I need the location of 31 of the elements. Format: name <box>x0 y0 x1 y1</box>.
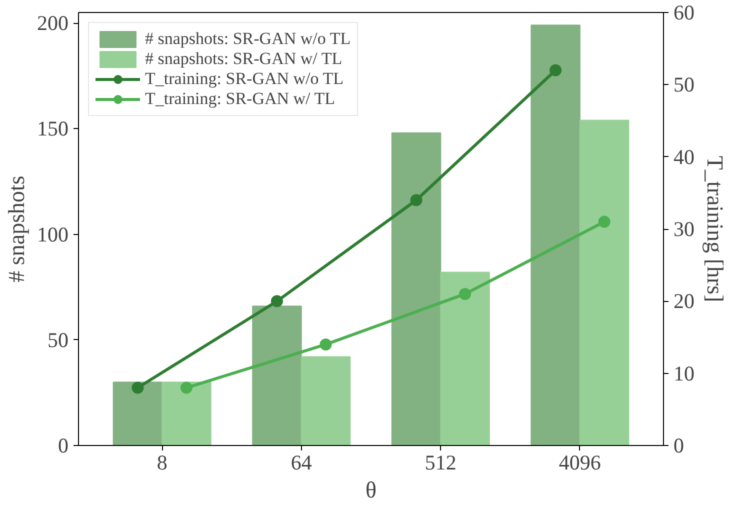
x-tick-label: 4096 <box>558 450 601 474</box>
y-tick-label: 150 <box>37 116 68 141</box>
y2-tick-label: 30 <box>674 217 694 241</box>
x-tick-label: 8 <box>156 450 168 474</box>
legend-label: T_training: SR-GAN w/ TL <box>145 89 335 109</box>
y-tick-label: 200 <box>37 11 68 36</box>
bar <box>391 132 442 446</box>
y2-axis-title: T_training [hrs] <box>702 156 728 302</box>
y2-tick-label: 50 <box>674 72 694 97</box>
legend-label: # snapshots: SR-GAN w/ TL <box>145 49 342 69</box>
legend-label: T_training: SR-GAN w/o TL <box>145 69 344 89</box>
x-axis-title: θ <box>365 478 377 502</box>
bar <box>530 24 580 446</box>
y-tick-label: 0 <box>58 434 68 458</box>
y2-tick-label: 10 <box>674 361 694 386</box>
y-axis-title: # snapshots <box>4 176 29 282</box>
bar <box>252 306 302 446</box>
bar <box>440 272 490 446</box>
bar <box>162 382 212 446</box>
y-tick-label: 50 <box>48 328 68 352</box>
bar <box>579 120 630 446</box>
y2-tick-label: 40 <box>674 144 694 169</box>
y2-tick-label: 60 <box>674 0 694 24</box>
x-tick-label: 64 <box>290 450 312 474</box>
bar <box>112 382 163 446</box>
y2-tick-label: 0 <box>674 434 684 458</box>
bar <box>300 356 351 446</box>
x-tick-label: 512 <box>424 450 456 474</box>
legend-label: # snapshots: SR-GAN w/o TL <box>145 29 351 49</box>
y-tick-label: 100 <box>37 222 68 246</box>
y2-tick-label: 20 <box>674 289 694 314</box>
